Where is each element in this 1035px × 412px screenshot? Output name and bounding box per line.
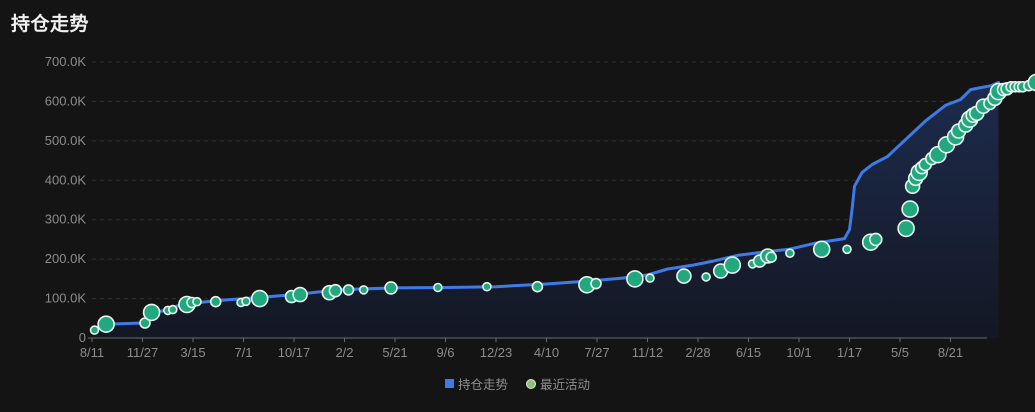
activity-bubble[interactable] xyxy=(433,282,443,293)
activity-bubble[interactable] xyxy=(192,296,202,307)
holdings-line-path xyxy=(90,81,1000,332)
activity-bubble[interactable] xyxy=(292,286,308,303)
legend-item-activity[interactable]: 最近活动 xyxy=(526,374,590,393)
activity-bubble[interactable] xyxy=(97,315,115,334)
legend-activity-label: 最近活动 xyxy=(540,377,591,392)
activity-bubble[interactable] xyxy=(531,280,544,293)
x-tick-label: 5/21 xyxy=(382,345,407,360)
y-tick-label: 400.0K xyxy=(45,172,87,187)
x-tick-label: 7/1 xyxy=(234,345,252,360)
activity-bubble[interactable] xyxy=(723,256,742,274)
activity-bubbles xyxy=(89,73,1035,335)
y-tick-label: 300.0K xyxy=(45,212,87,227)
holdings-swatch-icon xyxy=(444,379,454,388)
panel-title: 持仓走势 xyxy=(11,13,90,35)
x-tick-label: 3/15 xyxy=(180,345,205,360)
x-tick-label: 11/27 xyxy=(127,345,159,360)
activity-bubble[interactable] xyxy=(676,268,692,284)
x-tick-label: 6/15 xyxy=(736,345,761,360)
activity-bubble[interactable] xyxy=(250,289,269,308)
x-tick-label: 2/2 xyxy=(335,345,353,360)
holdings-area xyxy=(92,82,999,338)
y-tick-label: 200.0K xyxy=(45,251,87,266)
chart-legend: 持仓走势 最近活动 xyxy=(0,374,1035,393)
activity-bubble[interactable] xyxy=(897,219,915,238)
y-tick-label: 700.0K xyxy=(45,54,87,69)
x-tick-label: 5/5 xyxy=(891,345,909,360)
x-tick-label: 9/6 xyxy=(436,345,454,360)
activity-bubble[interactable] xyxy=(241,296,251,307)
y-tick-label: 600.0K xyxy=(45,93,87,108)
activity-bubble[interactable] xyxy=(168,304,178,315)
activity-bubble[interactable] xyxy=(482,281,492,292)
area-fill xyxy=(92,82,999,338)
activity-bubble[interactable] xyxy=(358,285,369,295)
activity-bubble[interactable] xyxy=(1027,73,1035,92)
y-tick-label: 500.0K xyxy=(45,133,87,148)
y-tick-label: 100.0K xyxy=(45,291,87,306)
x-tick-label: 8/11 xyxy=(80,345,104,360)
x-tick-label: 2/28 xyxy=(685,345,710,360)
activity-bubble[interactable] xyxy=(626,270,644,288)
activity-bubble[interactable] xyxy=(142,303,161,322)
axes: 0 100.0K 200.0K 300.0K 400.0K 500.0K 600.0K 700… xyxy=(45,54,987,360)
x-tick-label: 8/21 xyxy=(938,345,963,360)
activity-bubble[interactable] xyxy=(384,281,398,295)
activity-bubble[interactable] xyxy=(868,232,883,247)
activity-bubble[interactable] xyxy=(701,272,711,282)
x-tick-label: 12/23 xyxy=(480,345,513,360)
holdings-line xyxy=(90,81,1000,332)
x-tick-label: 1/17 xyxy=(837,345,862,360)
activity-bubble[interactable] xyxy=(765,251,778,264)
legend-holdings-label: 持仓走势 xyxy=(457,377,508,392)
activity-bubble[interactable] xyxy=(590,277,602,290)
activity-bubble[interactable] xyxy=(209,295,222,308)
x-tick-label: 11/12 xyxy=(632,345,664,360)
activity-bubble[interactable] xyxy=(89,325,100,335)
activity-bubble[interactable] xyxy=(812,240,831,259)
legend-item-holdings[interactable]: 持仓走势 xyxy=(444,374,508,393)
activity-bubble[interactable] xyxy=(342,284,355,296)
x-tick-label: 10/1 xyxy=(786,345,811,360)
activity-bubble[interactable] xyxy=(645,273,655,283)
y-tick-label: 0 xyxy=(79,330,86,345)
activity-bubble[interactable] xyxy=(328,283,343,298)
x-tick-label: 7/27 xyxy=(584,345,609,360)
activity-bubble[interactable] xyxy=(842,244,852,255)
activity-swatch-icon xyxy=(526,378,536,389)
x-tick-label: 4/10 xyxy=(534,345,559,360)
activity-bubble[interactable] xyxy=(901,200,919,218)
x-tick-label: 10/17 xyxy=(278,345,311,360)
activity-bubble[interactable] xyxy=(785,248,795,258)
